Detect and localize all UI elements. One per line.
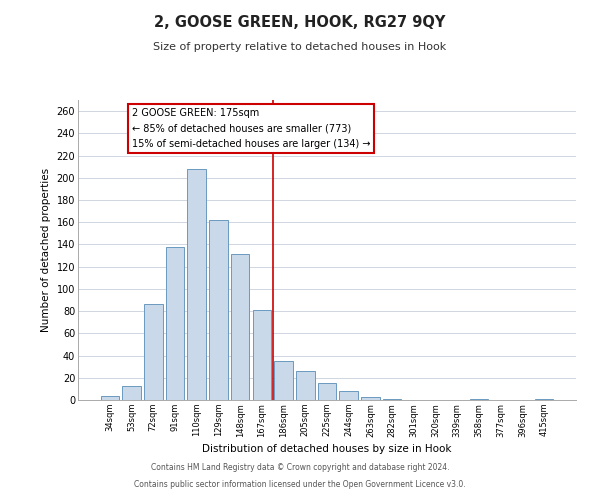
X-axis label: Distribution of detached houses by size in Hook: Distribution of detached houses by size …: [202, 444, 452, 454]
Bar: [535, 399, 553, 400]
Bar: [166, 246, 184, 400]
Bar: [340, 391, 358, 400]
Text: 2, GOOSE GREEN, HOOK, RG27 9QY: 2, GOOSE GREEN, HOOK, RG27 9QY: [154, 15, 446, 30]
Bar: [187, 169, 206, 400]
Text: Contains public sector information licensed under the Open Government Licence v3: Contains public sector information licen…: [134, 480, 466, 489]
Bar: [253, 310, 271, 400]
Text: Contains HM Land Registry data © Crown copyright and database right 2024.: Contains HM Land Registry data © Crown c…: [151, 464, 449, 472]
Bar: [361, 396, 380, 400]
Bar: [274, 361, 293, 400]
Bar: [122, 386, 141, 400]
Bar: [101, 396, 119, 400]
Bar: [470, 399, 488, 400]
Bar: [209, 220, 227, 400]
Text: 2 GOOSE GREEN: 175sqm
← 85% of detached houses are smaller (773)
15% of semi-det: 2 GOOSE GREEN: 175sqm ← 85% of detached …: [131, 108, 370, 149]
Bar: [318, 384, 336, 400]
Bar: [144, 304, 163, 400]
Bar: [383, 399, 401, 400]
Bar: [231, 254, 250, 400]
Text: Size of property relative to detached houses in Hook: Size of property relative to detached ho…: [154, 42, 446, 52]
Bar: [296, 371, 314, 400]
Y-axis label: Number of detached properties: Number of detached properties: [41, 168, 51, 332]
